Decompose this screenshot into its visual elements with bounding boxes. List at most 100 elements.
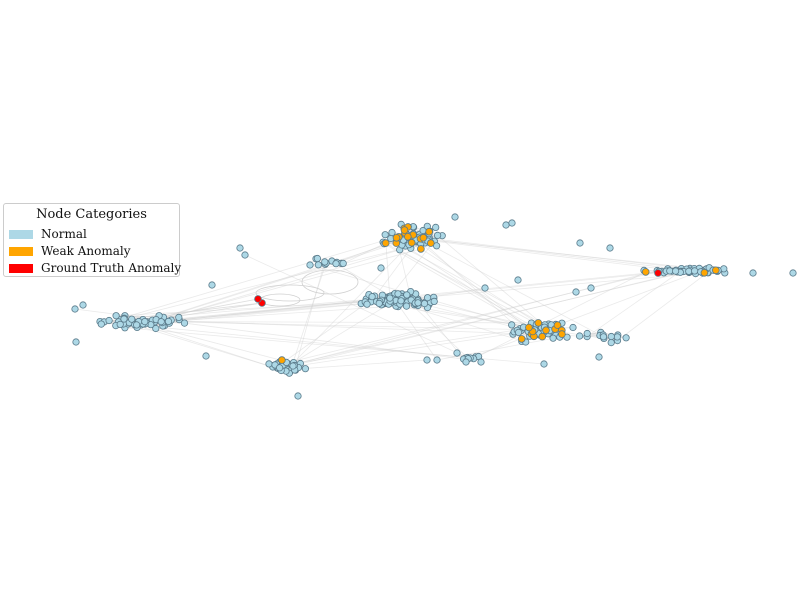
graph-nodes	[71, 213, 797, 400]
graph-edge	[420, 243, 535, 334]
normal-node	[607, 338, 615, 347]
normal-node	[587, 284, 595, 292]
graph-edge	[400, 272, 705, 300]
normal-node	[502, 221, 510, 229]
normal-node	[430, 297, 438, 305]
normal-node	[575, 332, 584, 340]
graph-edge	[586, 270, 681, 337]
graph-edge	[255, 284, 325, 302]
normal-node	[433, 356, 441, 364]
graph-edge	[101, 238, 391, 325]
normal-node	[607, 332, 615, 341]
normal-node	[164, 317, 173, 325]
normal-node	[423, 294, 432, 302]
graph-edge	[141, 323, 282, 371]
normal-node	[368, 293, 376, 301]
normal-node	[671, 267, 680, 275]
normal-node	[397, 297, 405, 305]
weak-anomaly-node	[553, 321, 562, 329]
normal-node	[508, 321, 516, 329]
graph-edge	[285, 301, 393, 368]
legend-label-weak-anomaly: Weak Anomaly	[41, 244, 131, 258]
normal-node	[133, 321, 141, 329]
normal-node	[72, 338, 80, 346]
normal-node	[79, 301, 87, 309]
graph-edge	[278, 330, 534, 370]
normal-node	[175, 313, 183, 321]
legend-swatch-weak-anomaly	[9, 246, 33, 256]
graph-edge	[413, 233, 522, 331]
graph-edge	[437, 235, 556, 336]
normal-node	[112, 312, 120, 320]
normal-node	[583, 329, 591, 338]
normal-node	[386, 294, 394, 302]
graph-edge	[134, 324, 281, 370]
normal-node	[332, 260, 340, 268]
graph-edge	[145, 248, 421, 325]
graph-edge	[244, 254, 468, 358]
graph-edge	[414, 236, 604, 338]
weak-anomaly-node	[558, 330, 566, 338]
normal-node	[141, 317, 149, 326]
graph-edge	[277, 270, 689, 369]
legend-item-weak-anomaly: Weak Anomaly	[9, 243, 130, 259]
normal-node	[394, 290, 402, 298]
weak-anomaly-node	[278, 356, 286, 364]
legend-swatch-normal	[9, 229, 33, 239]
legend: Node Categories Normal Weak Anomaly Grou…	[3, 203, 181, 277]
normal-node	[549, 334, 557, 342]
weak-anomaly-node	[417, 245, 425, 253]
normal-node	[572, 288, 580, 296]
normal-node	[202, 352, 210, 360]
graph-edge	[396, 242, 545, 326]
normal-node	[690, 267, 699, 275]
normal-node	[363, 300, 371, 308]
graph-edge	[473, 271, 646, 360]
graph-edge	[397, 303, 438, 361]
graph-edge	[617, 272, 708, 341]
normal-node	[314, 261, 322, 269]
graph-edge	[276, 299, 372, 368]
graph-edge	[293, 240, 414, 363]
normal-node	[265, 360, 273, 368]
legend-label-normal: Normal	[41, 227, 87, 241]
graph-edge	[309, 264, 533, 330]
normal-node	[321, 258, 329, 266]
normal-node	[120, 315, 128, 323]
normal-node	[622, 334, 630, 342]
normal-node	[180, 319, 189, 327]
normal-node	[375, 299, 383, 307]
normal-node	[569, 323, 577, 332]
graph-edge	[290, 263, 327, 368]
normal-node	[420, 299, 429, 308]
graph-edge	[283, 270, 658, 368]
normal-node	[105, 316, 113, 325]
weak-anomaly-node	[426, 239, 435, 247]
normal-node	[481, 284, 489, 292]
graph-edge	[407, 300, 468, 358]
normal-node	[402, 302, 411, 310]
graph-edge	[138, 321, 539, 324]
weak-anomaly-node	[525, 323, 533, 332]
graph-edge	[74, 308, 464, 360]
graph-edge	[343, 243, 385, 264]
weak-anomaly-node	[534, 319, 543, 327]
normal-node	[275, 364, 284, 372]
graph-edge	[470, 270, 702, 359]
weak-anomaly-node	[700, 268, 709, 277]
graph-edge	[154, 243, 421, 323]
normal-node	[301, 365, 309, 373]
normal-node	[71, 305, 79, 313]
normal-node	[606, 244, 614, 252]
graph-edge	[399, 249, 554, 339]
graph-edge	[301, 269, 359, 295]
normal-node	[97, 320, 105, 328]
graph-edge	[259, 293, 301, 307]
normal-node	[508, 219, 516, 227]
weak-anomaly-node	[517, 335, 526, 343]
legend-item-normal: Normal	[9, 226, 87, 242]
weak-anomaly-node	[392, 234, 401, 242]
graph-edge	[142, 323, 282, 361]
graph-edge	[141, 238, 411, 326]
graph-edge	[280, 269, 691, 370]
